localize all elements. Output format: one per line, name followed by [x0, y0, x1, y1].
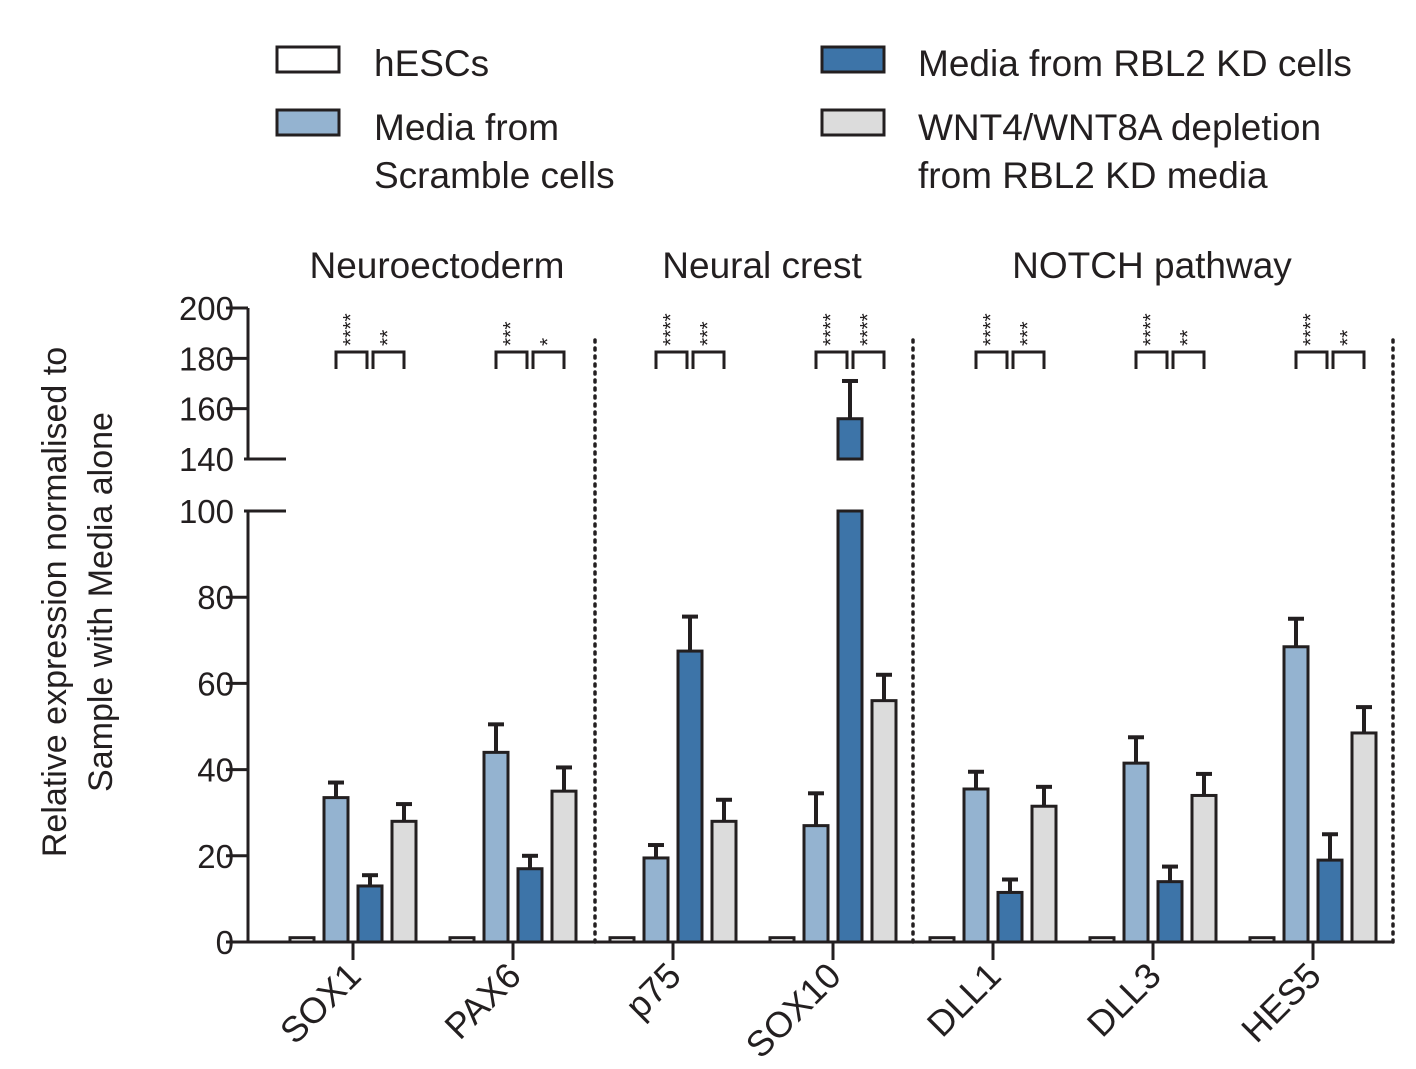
bar-sox10-series-1	[802, 824, 830, 944]
bar-sox10-series-0	[768, 936, 796, 944]
significance-label: ***	[500, 321, 523, 346]
x-tick-label: SOX10	[738, 955, 849, 1066]
y-tick-label: 60	[197, 665, 234, 702]
group-title: Neuroectoderm	[309, 245, 564, 286]
significance-label: ****	[1300, 313, 1323, 346]
significance-label: **	[1177, 330, 1200, 346]
significance-bracket	[531, 350, 566, 369]
x-tick-label: DLL3	[1079, 955, 1169, 1045]
bar-p75-series-3	[710, 819, 738, 944]
bar-sox10-series-3	[870, 699, 898, 944]
significance-label: ****	[980, 313, 1003, 346]
bar-hes5-series-0	[1248, 936, 1276, 944]
significance-bracket	[334, 350, 369, 369]
bar-dll3-series-2	[1156, 880, 1184, 944]
legend-swatch-series-3	[820, 108, 886, 137]
bar-pax6-series-3	[550, 789, 578, 944]
significance-bracket	[1294, 350, 1329, 369]
bar-pax6-series-1	[482, 750, 510, 944]
bar-pax6-series-0	[448, 936, 476, 944]
significance-label: ****	[1140, 313, 1163, 346]
legend-swatch-series-0	[275, 45, 341, 74]
significance-bracket	[851, 350, 886, 369]
legend-label: Scramble cells	[374, 155, 615, 196]
group-title: NOTCH pathway	[1012, 245, 1292, 286]
y-tick-label: 180	[179, 340, 234, 377]
significance-bracket	[494, 350, 529, 369]
x-tick-label: HES5	[1233, 955, 1328, 1050]
significance-bracket	[1171, 350, 1206, 369]
bar-pax6-series-2	[516, 867, 544, 944]
significance-bracket	[691, 350, 726, 369]
y-tick-label: 140	[179, 441, 234, 478]
y-axis-title: Sample with Media alone	[82, 412, 120, 792]
bar-dll1-series-2	[996, 890, 1024, 944]
significance-bracket	[1011, 350, 1046, 369]
y-tick-label: 20	[197, 838, 234, 875]
y-tick-label: 100	[179, 493, 234, 530]
significance-label: ****	[340, 313, 363, 346]
y-tick-label: 40	[197, 752, 234, 789]
significance-label: ***	[1017, 321, 1040, 346]
significance-bracket	[371, 350, 406, 369]
bar-p75-series-0	[608, 936, 636, 944]
bar-hes5-series-1	[1282, 645, 1310, 944]
bar-sox10-series-2-lower	[836, 509, 864, 944]
bar-dll1-series-1	[962, 787, 990, 944]
bar-dll1-series-0	[928, 936, 956, 944]
bar-p75-series-2	[676, 649, 704, 944]
y-axis-title: Relative expression normalised to	[36, 347, 74, 857]
significance-label: ****	[857, 313, 880, 346]
bar-sox1-series-2	[356, 884, 384, 944]
significance-bracket	[654, 350, 689, 369]
group-title: Neural crest	[662, 245, 862, 286]
legend-label: WNT4/WNT8A depletion	[918, 107, 1321, 148]
bar-dll3-series-1	[1122, 761, 1150, 944]
bar-sox1-series-0	[288, 936, 316, 944]
significance-label: ****	[660, 313, 683, 346]
bar-dll1-series-3	[1030, 804, 1058, 944]
legend-swatch-series-2	[820, 45, 886, 74]
significance-label: ***	[697, 321, 720, 346]
significance-bracket	[1134, 350, 1169, 369]
significance-bracket	[974, 350, 1009, 369]
x-tick-label: SOX1	[272, 955, 369, 1052]
legend-label: Media from	[374, 107, 559, 148]
x-tick-label: DLL1	[919, 955, 1009, 1045]
significance-label: **	[1337, 330, 1360, 346]
significance-label: ****	[820, 313, 843, 346]
legend-label: hESCs	[374, 43, 489, 84]
bar-p75-series-1	[642, 856, 670, 944]
y-tick-label: 160	[179, 391, 234, 428]
x-tick-label: PAX6	[436, 955, 528, 1047]
legend-label: from RBL2 KD media	[918, 155, 1268, 196]
significance-bracket	[1331, 350, 1366, 369]
significance-bracket	[814, 350, 849, 369]
legend-swatch-series-1	[275, 108, 341, 137]
legend-label: Media from RBL2 KD cells	[918, 43, 1352, 84]
significance-label: *	[537, 338, 560, 346]
bar-hes5-series-3	[1350, 731, 1378, 944]
y-tick-label: 0	[216, 924, 234, 961]
x-tick-label: p75	[617, 955, 688, 1026]
bar-dll3-series-0	[1088, 936, 1116, 944]
bar-dll3-series-3	[1190, 793, 1218, 944]
bar-sox10-series-2-upper	[836, 417, 864, 461]
significance-label: **	[377, 330, 400, 346]
y-tick-label: 80	[197, 579, 234, 616]
y-tick-label: 200	[179, 290, 234, 327]
bar-sox1-series-3	[390, 819, 418, 944]
bar-sox1-series-1	[322, 796, 350, 944]
bar-hes5-series-2	[1316, 858, 1344, 944]
